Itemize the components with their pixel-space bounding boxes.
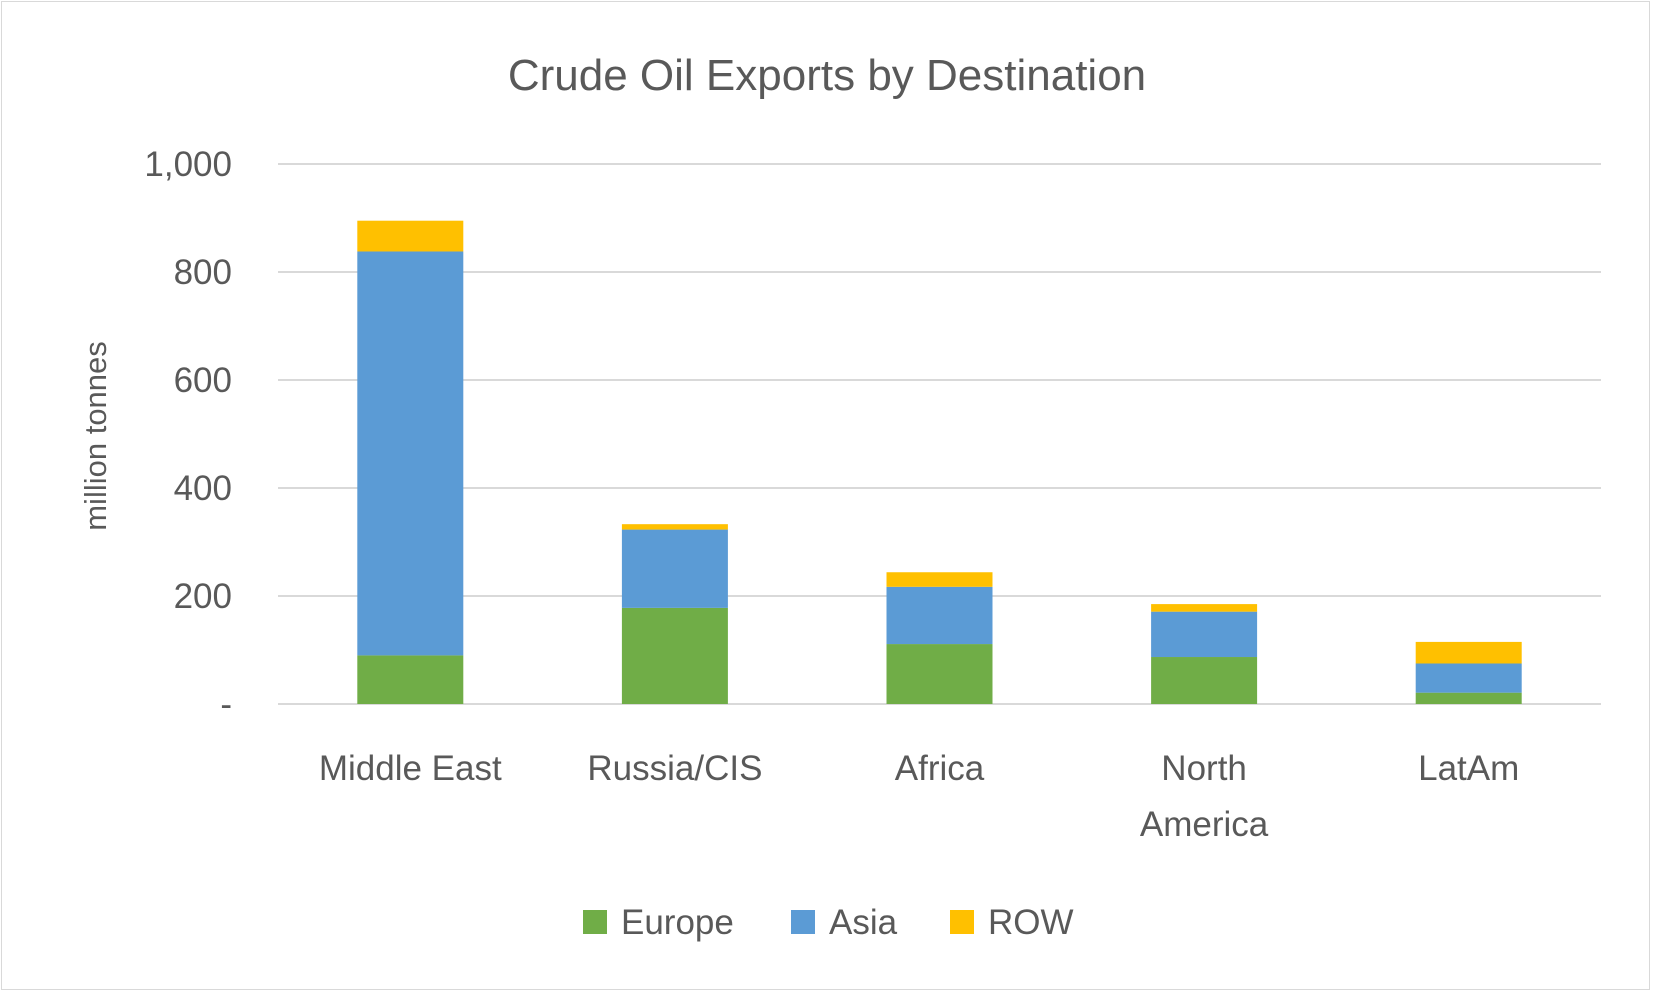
x-tick-label: LatAm <box>1418 749 1519 788</box>
y-tick-label: 200 <box>174 577 232 616</box>
bar-row-latam <box>1415 641 1522 664</box>
y-tick-label: 1,000 <box>144 145 232 184</box>
legend-swatch-asia <box>791 910 815 934</box>
bar-asia-latam <box>1415 663 1522 693</box>
y-tick-label: 400 <box>174 469 232 508</box>
bar-europe-latam <box>1415 692 1522 704</box>
x-tick-label: Russia/CIS <box>587 749 762 788</box>
y-tick-label: - <box>220 685 232 724</box>
bars <box>357 220 1522 704</box>
chart-title: Crude Oil Exports by Destination <box>508 51 1146 100</box>
bar-asia-africa <box>886 586 993 645</box>
bar-asia-north-america <box>1151 611 1258 658</box>
bar-row-africa <box>886 572 993 587</box>
legend: Europe Asia ROW <box>583 903 1074 942</box>
y-axis-label: million tonnes <box>78 341 113 531</box>
legend-label-asia: Asia <box>829 903 898 942</box>
legend-label-europe: Europe <box>621 903 734 942</box>
bar-europe-north-america <box>1151 657 1258 704</box>
bar-europe-middle-east <box>357 655 464 704</box>
legend-swatch-europe <box>583 910 607 934</box>
legend-swatch-row <box>950 910 974 934</box>
y-axis-ticks: - 200 400 600 800 1,000 <box>144 145 232 724</box>
bar-europe-africa <box>886 644 993 704</box>
legend-label-row: ROW <box>988 903 1074 942</box>
y-tick-label: 600 <box>174 361 232 400</box>
x-tick-label: Middle East <box>319 749 502 788</box>
bar-row-russia-cis <box>621 524 728 530</box>
bar-europe-russia-cis <box>621 607 728 704</box>
x-axis-ticks: Middle East Russia/CIS Africa North America L… <box>319 749 1519 844</box>
bar-asia-middle-east <box>357 251 464 656</box>
bar-asia-russia-cis <box>621 529 728 608</box>
bar-row-middle-east <box>357 220 464 252</box>
gridlines <box>278 163 1601 705</box>
y-tick-label: 800 <box>174 253 232 292</box>
x-tick-label: North America <box>1140 749 1269 844</box>
x-tick-label: Africa <box>895 749 985 788</box>
bar-row-north-america <box>1151 604 1258 612</box>
